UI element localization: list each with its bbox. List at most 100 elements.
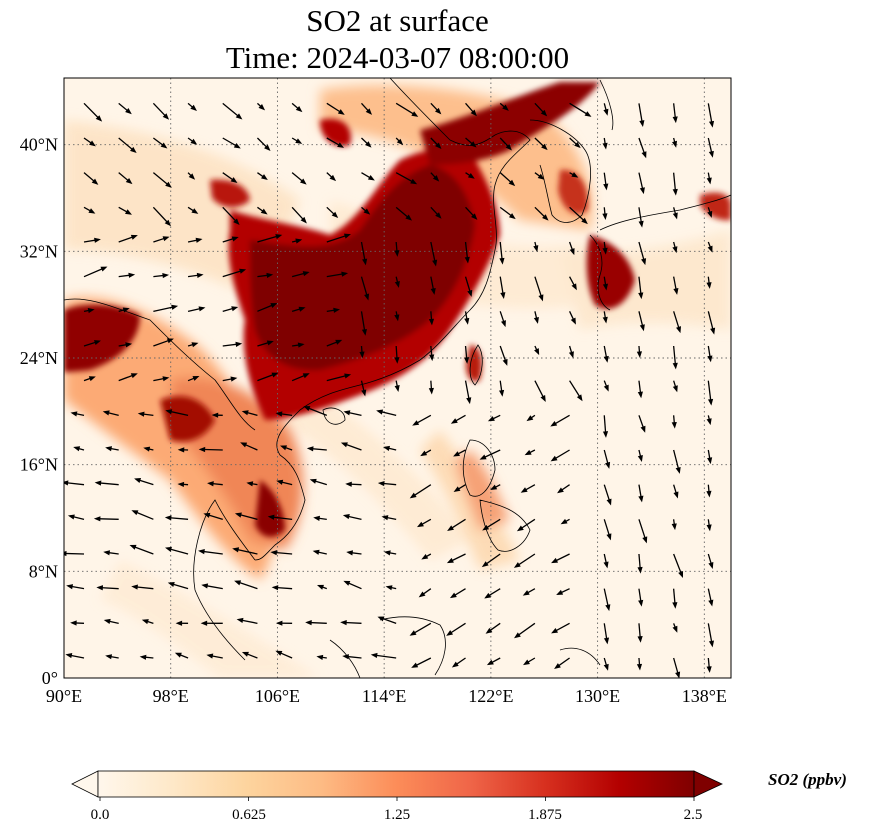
wind-arrow <box>134 478 154 486</box>
wind-arrow <box>187 237 203 243</box>
wind-arrow <box>706 172 712 185</box>
wind-arrow <box>257 206 268 215</box>
wind-arrow <box>360 241 368 266</box>
wind-arrow <box>481 553 501 568</box>
wind-arrow <box>638 484 644 503</box>
wind-arrow <box>340 620 362 626</box>
wind-arrow <box>291 271 310 278</box>
wind-arrow <box>603 519 612 541</box>
wind-arrow <box>706 484 712 498</box>
wind-arrow <box>394 276 400 288</box>
wind-arrow <box>152 102 170 120</box>
wind-arrow <box>463 345 470 364</box>
wind-arrow <box>309 478 327 486</box>
wind-arrow <box>267 514 293 520</box>
wind-arrow <box>464 311 470 325</box>
wind-arrow <box>499 276 506 300</box>
wind-arrow <box>164 515 189 521</box>
wind-arrow <box>360 380 367 397</box>
wind-arrow <box>706 519 712 532</box>
wind-arrow <box>428 380 434 395</box>
wind-arrow <box>241 651 258 659</box>
wind-arrow <box>637 380 643 399</box>
wind-arrow <box>534 172 545 180</box>
wind-arrow <box>326 307 341 313</box>
wind-arrow <box>707 449 713 465</box>
wind-arrow <box>394 241 400 257</box>
wind-arrow <box>377 480 397 487</box>
colorbar-tick-label: 1.875 <box>528 807 562 823</box>
wind-arrow <box>292 342 305 348</box>
wind-arrow <box>83 237 101 243</box>
wind-arrow <box>395 102 419 117</box>
wind-arrow <box>345 481 362 487</box>
wind-arrow <box>464 380 472 405</box>
wind-arrow <box>412 414 432 426</box>
wind-arrow <box>534 276 544 302</box>
wind-arrow <box>707 241 713 253</box>
wind-arrow <box>65 653 85 659</box>
wind-arrow <box>152 172 172 188</box>
wind-arrow <box>187 206 199 214</box>
wind-arrow <box>377 616 397 624</box>
wind-arrow <box>83 340 101 347</box>
wind-arrow <box>291 137 303 144</box>
wind-arrow <box>533 241 539 253</box>
wind-arrow <box>550 414 570 427</box>
wind-arrow <box>118 206 132 215</box>
wind-arrow <box>326 233 351 243</box>
wind-arrow <box>534 380 546 402</box>
wind-arrow <box>706 276 712 289</box>
lon-tick-label: 114°E <box>362 686 407 706</box>
colorbar-tick-label: 0.625 <box>232 807 266 823</box>
wind-arrow <box>637 449 643 462</box>
wind-arrow <box>257 272 274 278</box>
wind-arrow <box>602 207 608 220</box>
colorbar-tick-label: 0.0 <box>90 807 110 823</box>
wind-arrow <box>551 553 570 564</box>
wind-arrow <box>394 380 400 392</box>
wind-arrow <box>499 102 509 111</box>
wind-arrow <box>637 553 643 574</box>
wind-arrow <box>673 553 684 578</box>
wind-arrow <box>94 480 119 486</box>
wind-arrow <box>638 103 645 127</box>
wind-arrow <box>603 484 612 506</box>
wind-arrow <box>603 172 609 191</box>
wind-arrow <box>707 553 714 569</box>
colorbar-gradient <box>97 770 695 798</box>
wind-arrow <box>499 311 506 328</box>
wind-arrow <box>118 307 130 313</box>
wind-arrow <box>187 102 197 111</box>
wind-arrow <box>326 137 345 148</box>
wind-arrow <box>603 449 611 469</box>
wind-arrow <box>291 102 303 113</box>
wind-arrow <box>707 207 713 218</box>
wind-arrow <box>523 657 536 666</box>
map-frame <box>63 77 732 679</box>
wind-arrow <box>499 137 512 151</box>
wind-arrow <box>707 103 715 128</box>
wind-arrow <box>326 102 345 115</box>
wind-arrow <box>638 137 647 159</box>
wind-arrow <box>603 345 609 363</box>
wind-arrow <box>673 657 681 678</box>
wind-arrow <box>446 622 466 636</box>
wind-arrow <box>203 512 223 520</box>
wind-arrow <box>568 345 574 359</box>
wind-arrow <box>139 654 154 660</box>
wind-arrow <box>153 304 179 312</box>
wind-arrow <box>638 207 644 228</box>
lon-tick-label: 98°E <box>153 686 189 706</box>
wind-arrow <box>672 276 679 295</box>
wind-arrow <box>416 518 432 528</box>
coastlines <box>64 78 731 678</box>
wind-arrow <box>421 553 432 560</box>
colorbar-extend-min <box>71 770 99 798</box>
wind-arrow <box>165 546 189 555</box>
wind-arrow <box>534 102 548 117</box>
wind-arrow <box>93 516 119 522</box>
wind-arrow <box>200 620 223 626</box>
wind-arrow <box>453 484 466 492</box>
